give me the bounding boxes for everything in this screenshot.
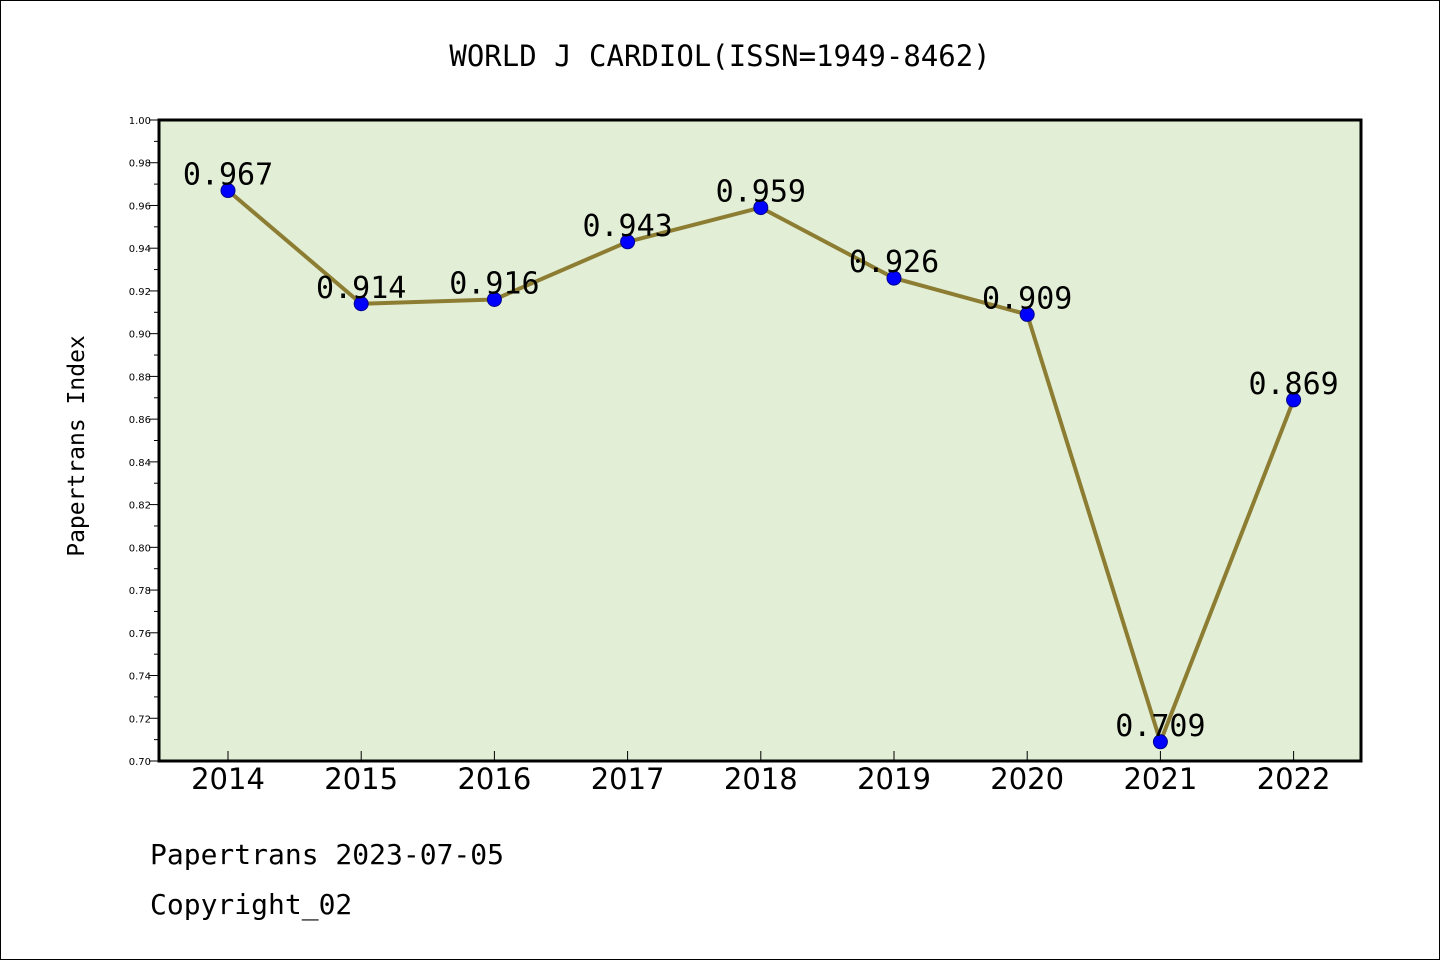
y-axis-ticks: 0.70 0.72 0.74 0.76 0.78 0.80 0.82 0.84 0.86 0.88… bbox=[129, 116, 159, 768]
x-tick-label: 2016 bbox=[457, 762, 531, 796]
y-tick-label: 0.78 bbox=[129, 586, 151, 597]
plot-border bbox=[157, 118, 1363, 763]
y-tick-label: 0.74 bbox=[129, 672, 151, 683]
y-tick-label: 0.96 bbox=[129, 201, 151, 212]
y-tick-label: 0.92 bbox=[129, 287, 151, 298]
y-tick-label: 0.86 bbox=[129, 415, 151, 426]
x-tick-label: 2020 bbox=[990, 762, 1064, 796]
y-tick-label: 1.00 bbox=[129, 116, 151, 127]
x-tick-label: 2015 bbox=[324, 762, 398, 796]
y-tick-label: 0.94 bbox=[129, 244, 151, 255]
data-label: 0.943 bbox=[582, 209, 672, 244]
data-point bbox=[886, 270, 902, 286]
data-point bbox=[353, 296, 369, 312]
y-tick-label: 0.98 bbox=[129, 159, 151, 170]
y-tick-label: 0.70 bbox=[129, 757, 151, 768]
data-point bbox=[753, 200, 769, 216]
y-axis-label: Papertrans Index bbox=[64, 335, 90, 557]
data-point bbox=[220, 183, 236, 199]
data-point bbox=[1019, 306, 1035, 322]
data-label: 0.967 bbox=[183, 158, 273, 193]
x-tick-label: 2017 bbox=[591, 762, 665, 796]
y-tick-label: 0.90 bbox=[129, 330, 151, 341]
chart-title: WORLD J CARDIOL(ISSN=1949-8462) bbox=[449, 39, 990, 73]
y-tick-label: 0.80 bbox=[129, 543, 151, 554]
data-point bbox=[1152, 734, 1168, 750]
data-label: 0.914 bbox=[316, 271, 406, 306]
data-label: 0.926 bbox=[849, 245, 939, 280]
footer-copyright: Copyright_02 bbox=[150, 888, 352, 922]
x-tick-label: 2022 bbox=[1257, 762, 1331, 796]
data-label: 0.709 bbox=[1115, 709, 1205, 744]
footer-date: Papertrans 2023-07-05 bbox=[150, 838, 504, 871]
y-tick-label: 0.76 bbox=[129, 629, 151, 640]
data-point bbox=[486, 291, 502, 307]
data-point bbox=[620, 234, 636, 250]
data-label: 0.869 bbox=[1248, 367, 1338, 402]
y-tick-label: 0.88 bbox=[129, 372, 151, 383]
data-label: 0.959 bbox=[716, 175, 806, 210]
y-tick-label: 0.82 bbox=[129, 501, 151, 512]
x-tick-label: 2018 bbox=[724, 762, 798, 796]
data-label: 0.916 bbox=[449, 266, 539, 301]
x-axis-ticks: 2014 2015 2016 2017 2018 2019 2020 2021 2022 bbox=[191, 751, 1331, 796]
data-point bbox=[1286, 392, 1302, 408]
x-tick-label: 2014 bbox=[191, 762, 265, 796]
data-labels: 0.967 0.914 0.916 0.943 0.959 0.926 0.909 0.709… bbox=[183, 158, 1339, 744]
y-tick-label: 0.72 bbox=[129, 714, 151, 725]
x-tick-label: 2019 bbox=[857, 762, 931, 796]
x-tick-label: 2021 bbox=[1123, 762, 1197, 796]
y-tick-label: 0.84 bbox=[129, 458, 151, 469]
plot-area bbox=[159, 120, 1361, 761]
data-label: 0.909 bbox=[982, 281, 1072, 316]
data-markers bbox=[220, 183, 1302, 750]
